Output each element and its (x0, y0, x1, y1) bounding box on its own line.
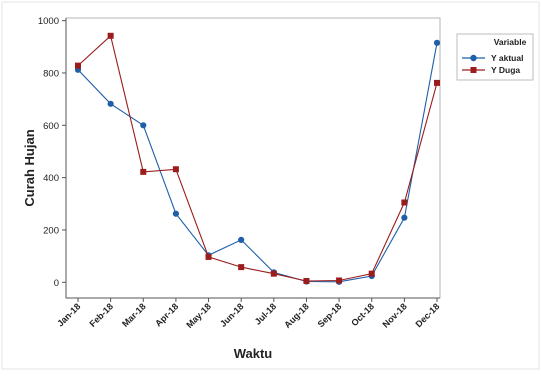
data-point-y-aktual (172, 210, 180, 217)
y-axis-ticks: 0 200 400 600 800 1000 (38, 16, 66, 289)
y-tick-label: 800 (43, 68, 59, 79)
data-point-y-duga (401, 199, 408, 206)
y-tick-label: 200 (43, 225, 59, 236)
series-layer (74, 32, 441, 285)
legend-box (456, 33, 534, 81)
data-point-y-duga (140, 168, 147, 175)
legend: Variable Y aktual Y Duga (456, 33, 534, 81)
data-point-y-duga (205, 253, 212, 260)
data-point-y-duga (336, 277, 343, 284)
series-line-y-aktual (77, 42, 438, 283)
data-point-y-aktual (107, 100, 114, 107)
y-tick-label: 1000 (38, 16, 59, 27)
legend-title: Variable (494, 37, 527, 47)
legend-marker-y-duga (470, 67, 477, 73)
legend-marker-y-aktual (470, 54, 477, 62)
y-axis-title: Curah Hujan (22, 129, 37, 206)
plot-area (65, 17, 441, 299)
data-point-y-duga (270, 270, 277, 277)
data-point-y-duga (368, 270, 375, 277)
data-point-y-aktual (238, 236, 245, 244)
data-point-y-duga (107, 32, 114, 39)
data-point-y-aktual (140, 122, 147, 129)
series-line-y-duga (77, 34, 438, 282)
data-point-y-duga (303, 277, 310, 284)
legend-label-y-aktual: Y aktual (491, 53, 523, 63)
legend-label-y-duga: Y Duga (491, 65, 520, 75)
data-point-y-duga (75, 62, 81, 69)
y-tick-label: 400 (43, 173, 59, 184)
y-tick-label: 600 (43, 121, 59, 132)
data-point-y-aktual (401, 214, 408, 221)
y-tick-label: 0 (54, 278, 59, 289)
data-point-y-aktual (433, 39, 441, 46)
data-point-y-duga (238, 264, 245, 271)
data-point-y-duga (434, 79, 440, 86)
data-point-y-duga (172, 166, 179, 173)
x-axis-title: Waktu (234, 346, 273, 361)
